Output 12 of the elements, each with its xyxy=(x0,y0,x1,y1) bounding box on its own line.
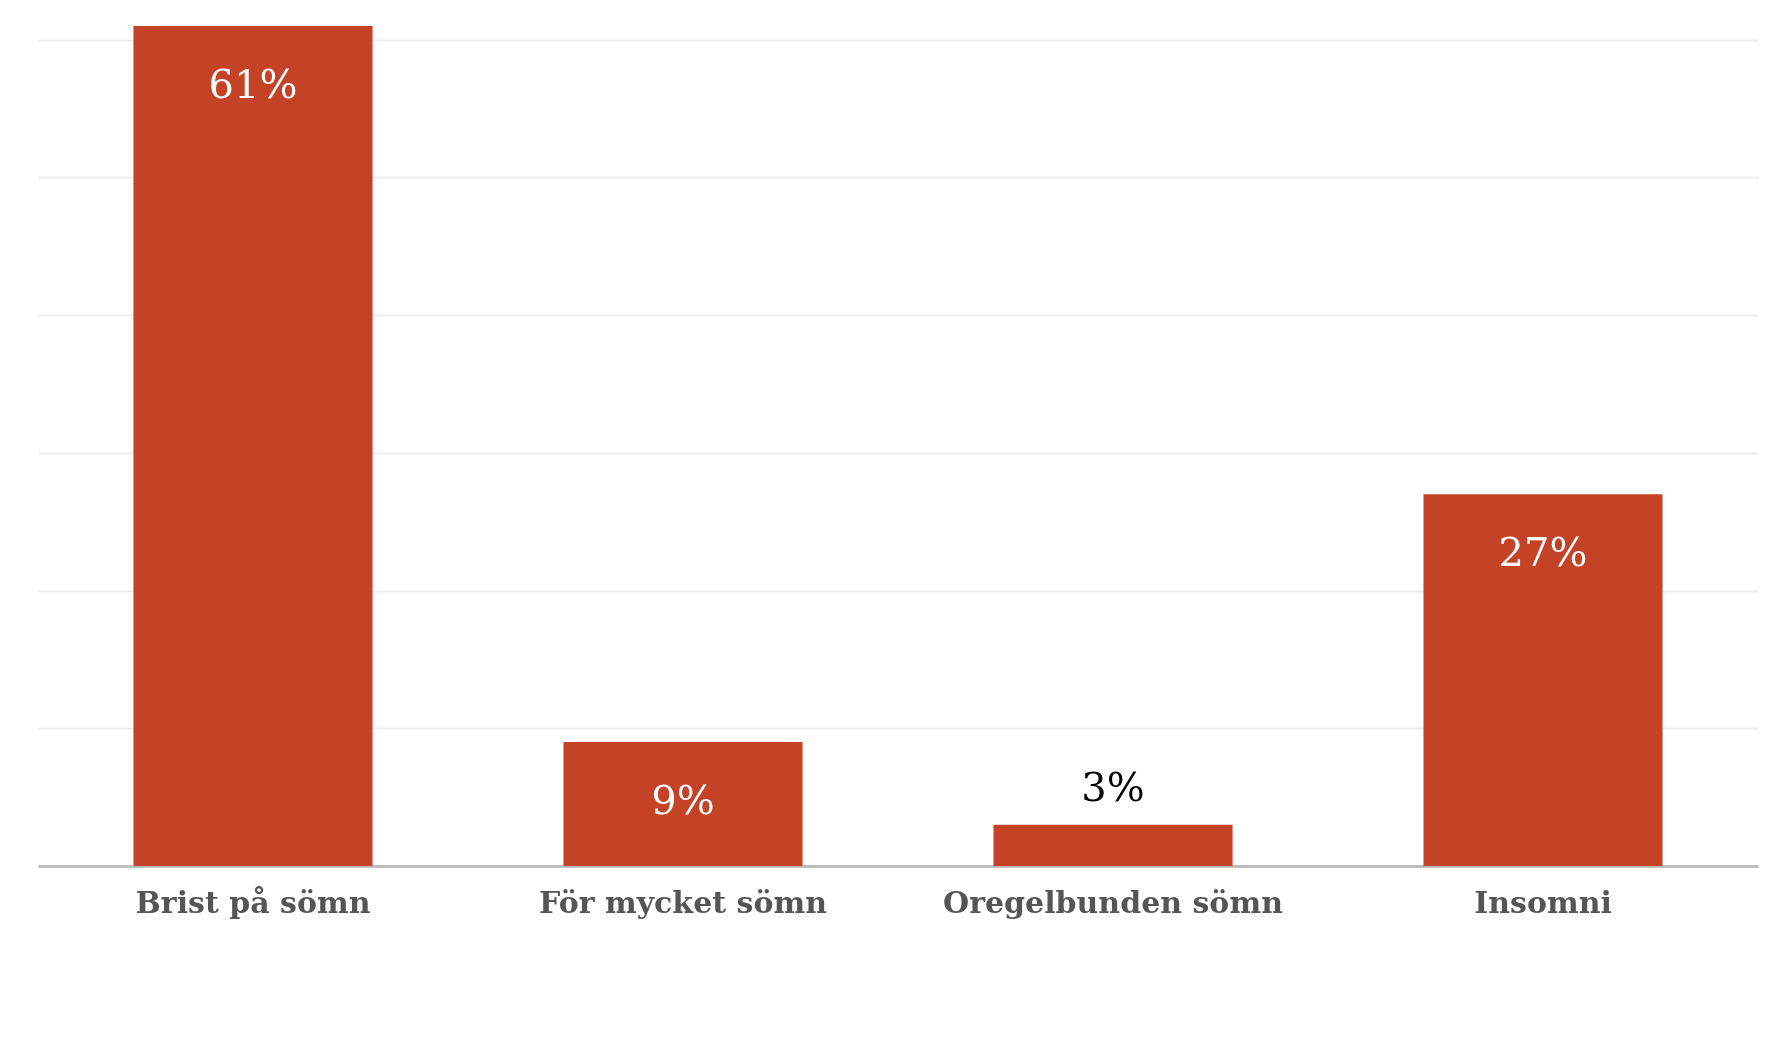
x-tick-label: För mycket sömn xyxy=(539,884,828,920)
bar xyxy=(133,26,373,866)
data-label: 3% xyxy=(1081,763,1145,810)
x-tick-label: Oregelbunden sömn xyxy=(943,884,1284,920)
x-tick-label: Insomni xyxy=(1474,884,1612,920)
data-label: 27% xyxy=(1498,529,1588,576)
bar xyxy=(1423,494,1663,866)
bar xyxy=(563,742,803,866)
data-label: 9% xyxy=(651,777,715,824)
x-tick-label: Brist på sömn xyxy=(135,884,371,920)
bar xyxy=(993,824,1233,866)
data-label: 61% xyxy=(208,61,298,107)
